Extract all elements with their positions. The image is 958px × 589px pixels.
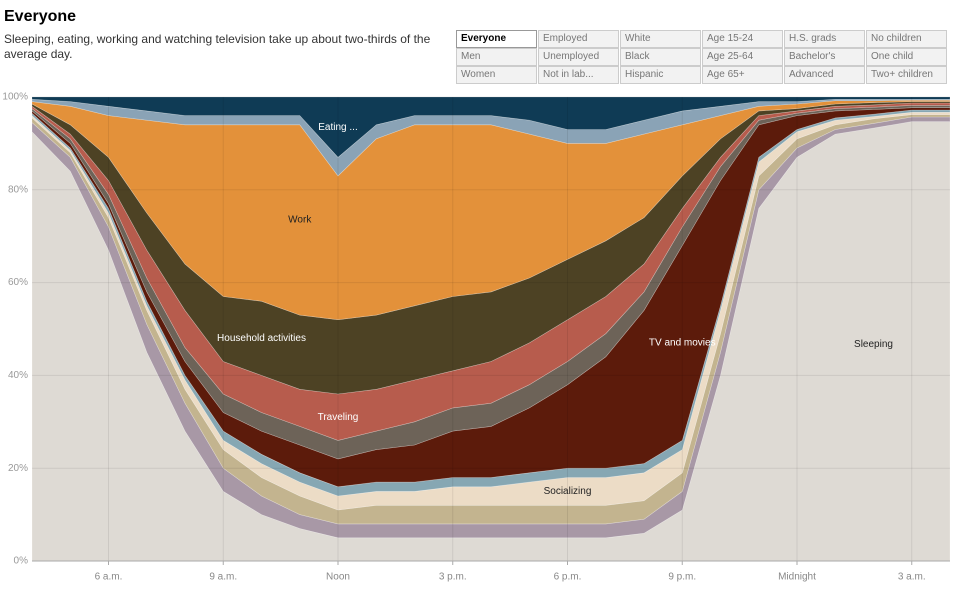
y-tick-label: 20% (8, 463, 28, 474)
x-tick-label: 3 p.m. (439, 572, 467, 583)
filter-button[interactable]: H.S. grads (784, 30, 865, 48)
filter-button[interactable]: Black (620, 48, 701, 66)
area (31, 112, 951, 511)
y-tick-label: 100% (2, 92, 28, 103)
filter-button[interactable]: Hispanic (620, 66, 701, 84)
x-tick-label: 6 a.m. (95, 572, 123, 583)
filter-button[interactable]: Advanced (784, 66, 865, 84)
filter-button[interactable]: Age 25-64 (702, 48, 783, 66)
y-tick-label: 80% (8, 184, 28, 195)
filter-button[interactable]: Not in lab... (538, 66, 619, 84)
x-tick-label: Noon (326, 572, 350, 583)
filter-button[interactable]: Unemployed (538, 48, 619, 66)
filter-button[interactable]: White (620, 30, 701, 48)
area (31, 99, 951, 321)
series-label: Work (288, 215, 312, 226)
series-label: Eating ... (318, 122, 357, 133)
chart-subtitle: Sleeping, eating, working and watching t… (4, 32, 431, 61)
y-tick-label: 40% (8, 370, 28, 381)
area (31, 96, 951, 158)
area (31, 109, 951, 497)
filter-button[interactable]: Bachelor's (784, 48, 865, 66)
y-tick-label: 60% (8, 277, 28, 288)
series-label: TV and movies (649, 338, 716, 349)
filter-button[interactable]: Age 15-24 (702, 30, 783, 48)
x-tick-label: 3 a.m. (898, 572, 926, 583)
chart-title: Everyone (4, 8, 77, 25)
x-tick-label: 9 p.m. (668, 572, 696, 583)
filter-grid: Everyone Employed White Age 15-24 H.S. grads… (456, 30, 948, 84)
filter-button[interactable]: Everyone (456, 30, 537, 48)
filter-button[interactable]: Age 65+ (702, 66, 783, 84)
series-label: Sleeping (854, 339, 893, 350)
filter-button[interactable]: Women (456, 66, 537, 84)
filter-button[interactable]: Men (456, 48, 537, 66)
filter-button[interactable]: One child (866, 48, 947, 66)
x-tick-label: Midnight (778, 572, 816, 583)
series-label: Household activities (217, 333, 306, 344)
filter-button[interactable]: Two+ children (866, 66, 947, 84)
x-tick-label: 6 p.m. (554, 572, 582, 583)
x-tick-label: 9 a.m. (209, 572, 237, 583)
series-label: Socializing (544, 486, 592, 497)
y-tick-label: 0% (14, 556, 29, 567)
filter-button[interactable]: No children (866, 30, 947, 48)
filter-button[interactable]: Employed (538, 30, 619, 48)
series-label: Traveling (318, 412, 359, 423)
